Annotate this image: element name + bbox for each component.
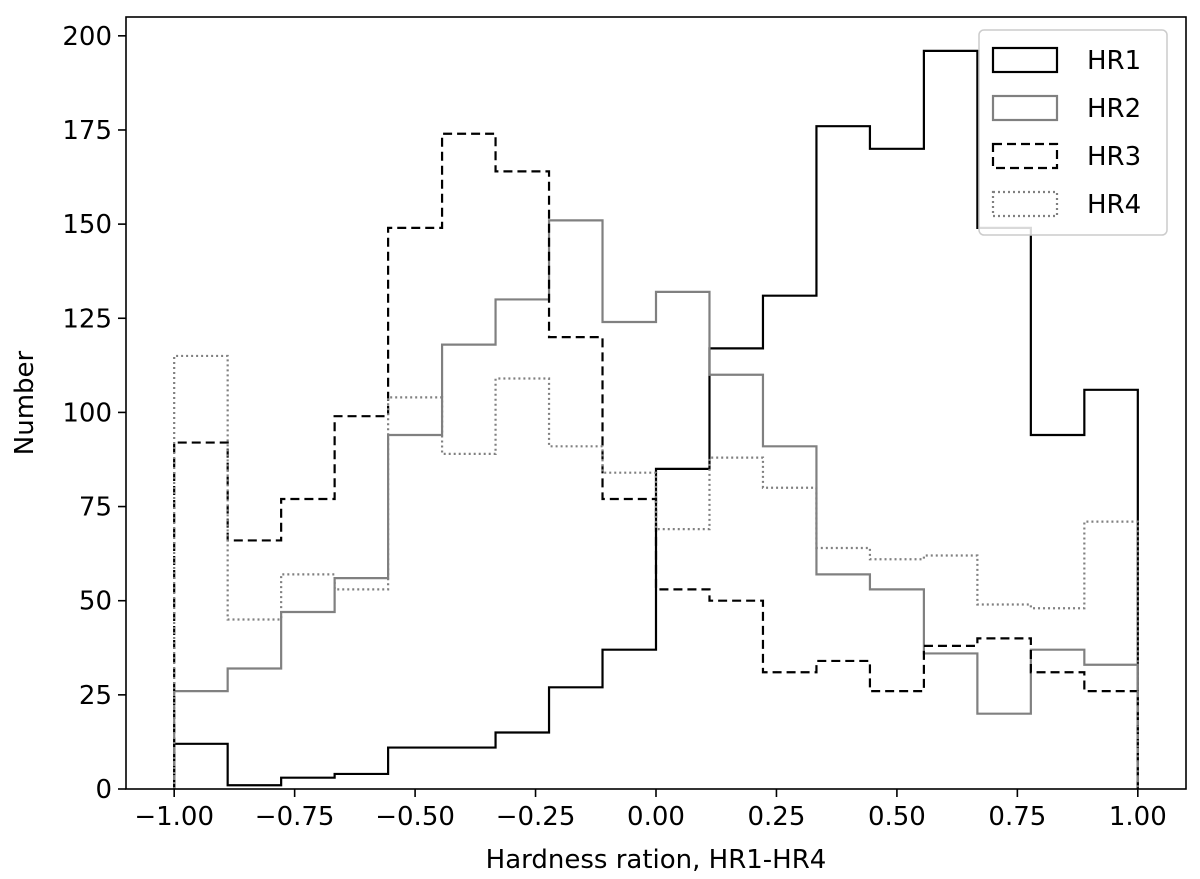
legend-swatch-hr2 (991, 94, 1059, 122)
series-hr4-step (173, 354, 1139, 789)
legend-label-hr3: HR3 (1087, 142, 1141, 172)
legend-label-hr2: HR2 (1087, 94, 1141, 124)
series-hr3-step (173, 132, 1139, 789)
x-tick-label: 0.50 (868, 802, 926, 832)
y-axis-label: Number (10, 350, 40, 455)
x-tick-label: −0.75 (255, 802, 335, 832)
x-tick-label: 0.00 (627, 802, 685, 832)
y-tick-label: 200 (62, 22, 112, 52)
x-tick-label: −0.50 (375, 802, 455, 832)
series-hr2-step (173, 219, 1139, 789)
legend-swatch-hr4 (991, 190, 1059, 218)
legend-label-hr1: HR1 (1087, 46, 1141, 76)
series-layer (173, 49, 1139, 789)
x-tick-label: −1.00 (134, 802, 214, 832)
legend-swatch-hr1 (991, 46, 1059, 74)
y-tick-label: 175 (62, 116, 112, 146)
ticks-layer: −1.00 −0.75 −0.50 −0.25 0.00 0.25 0.50 0.75 1.00… (62, 22, 1166, 832)
y-tick-label: 150 (62, 210, 112, 240)
x-tick-label: 0.25 (748, 802, 806, 832)
y-tick-label: 0 (95, 775, 112, 805)
x-axis-label: Hardness ration, HR1-HR4 (486, 845, 827, 875)
y-tick-label: 100 (62, 398, 112, 428)
x-tick-label: −0.25 (496, 802, 576, 832)
legend: HR1 HR2 HR3 HR4 (978, 29, 1168, 236)
legend-label-hr4: HR4 (1087, 190, 1141, 220)
x-tick-label: 1.00 (1109, 802, 1167, 832)
x-tick-label: 0.75 (988, 802, 1046, 832)
legend-swatch-hr3 (991, 142, 1059, 170)
y-tick-label: 125 (62, 304, 112, 334)
y-tick-label: 50 (79, 587, 112, 617)
legend-box (978, 29, 1168, 236)
series-hr1-step (173, 49, 1139, 789)
y-tick-label: 25 (79, 681, 112, 711)
y-tick-label: 75 (79, 493, 112, 523)
